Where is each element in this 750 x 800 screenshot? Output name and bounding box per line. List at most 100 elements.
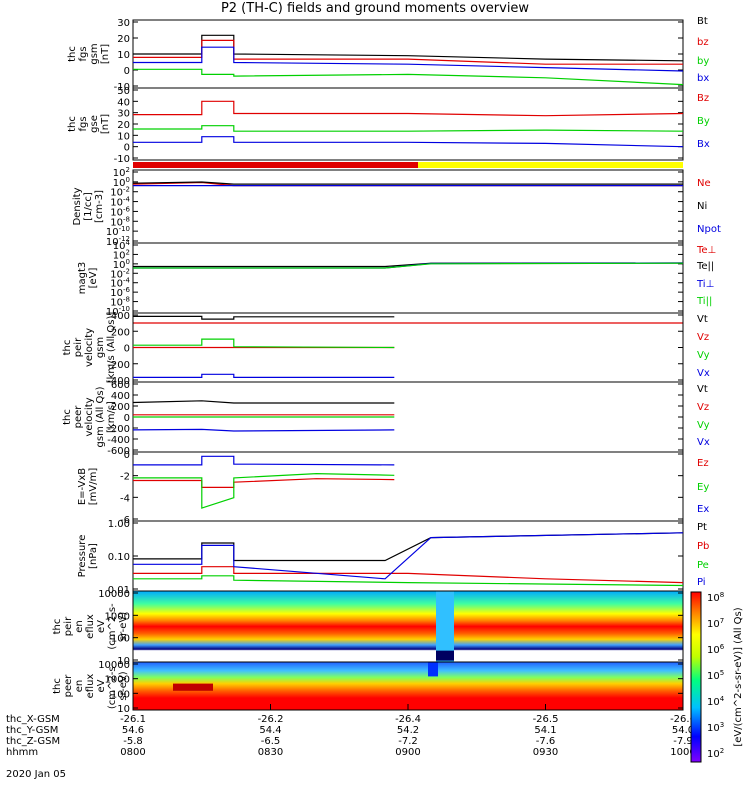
x-row-label: thc_X-GSM <box>6 714 60 725</box>
x-tick-label: 54.2 <box>397 725 419 736</box>
y-axis-label: (cm^2-s- <box>107 662 118 709</box>
colorbar-tick-label: 102 <box>707 747 724 760</box>
y-tick-label: 20 <box>117 34 130 45</box>
x-tick-label: 54.0 <box>672 725 694 736</box>
y-axis-label: peer <box>73 405 84 429</box>
series-line-Vx <box>133 373 395 378</box>
y-tick-label: 200 <box>111 327 130 338</box>
plot-title: P2 (TH-C) fields and ground moments over… <box>220 1 530 16</box>
mode-bar-segment <box>418 162 683 168</box>
colorbar-tick-label: 108 <box>707 591 724 604</box>
legend-Ex: Ex <box>697 504 709 515</box>
legend-Ti⊥: Ti⊥ <box>696 279 714 290</box>
y-tick-label: 0 <box>124 66 130 77</box>
y-axis-label: gse <box>89 115 100 133</box>
y-tick-label: 400 <box>111 311 130 322</box>
y-axis-label: thc <box>52 619 63 635</box>
panel-frame <box>132 87 684 161</box>
x-tick-label: -26.4 <box>395 714 421 725</box>
panel-frame <box>132 451 684 522</box>
x-axis-group: -26.154.6-5.80800-26.254.4-6.50830-26.45… <box>6 704 696 780</box>
mode-bar-segment <box>133 162 418 168</box>
x-tick-label: 54.6 <box>122 725 144 736</box>
y-tick-label: 0 <box>124 413 130 424</box>
series-line-Vx <box>132 428 395 432</box>
x-tick-label: -26.5 <box>533 714 559 725</box>
spectrogram-feature <box>173 683 213 691</box>
x-row-label: thc_Z-GSM <box>6 736 60 747</box>
y-tick-label: 10 <box>117 131 130 142</box>
colorbar-label: [eV/(cm^2-s-sr-eV)] (All Qs) <box>733 607 744 746</box>
y-tick-label: 1.00 <box>108 519 130 530</box>
y-axis-label: en <box>74 680 85 693</box>
y-axis-label: peir <box>73 337 84 357</box>
legend-Pb: Pb <box>697 541 709 552</box>
y-tick-label: -2 <box>120 472 130 483</box>
y-tick-label: 50 <box>117 86 130 97</box>
legend-By: By <box>697 116 710 127</box>
colorbar-tick-label: 106 <box>707 643 725 656</box>
y-tick-label: 600 <box>111 380 130 391</box>
x-tick-label: -7.6 <box>536 736 556 747</box>
series-line-Pi <box>133 532 684 580</box>
x-tick-label: -26.6 <box>670 714 696 725</box>
y-tick-label: 100 <box>111 689 130 700</box>
spectrogram <box>133 591 683 662</box>
legend-bz: bz <box>697 37 709 48</box>
y-axis-label: [eV] <box>88 268 99 289</box>
y-tick-label: 10000 <box>98 589 130 600</box>
y-tick-label: 30 <box>117 18 130 29</box>
legend-Vz: Vz <box>697 402 709 413</box>
y-tick-label: -400 <box>107 435 130 446</box>
y-axis-label: [mV/m] <box>88 468 99 506</box>
y-tick-label: 400 <box>111 391 130 402</box>
series-line-Ey <box>133 472 395 509</box>
colorbar-tick-label: 103 <box>707 721 724 734</box>
panel-frame <box>132 19 684 89</box>
y-tick-label: -200 <box>107 424 130 435</box>
y-axis-label: gsm <box>95 337 106 358</box>
series-line-Pe <box>133 575 684 587</box>
legend-Te⊥: Te⊥ <box>696 245 716 256</box>
series-line-bz <box>133 39 683 65</box>
y-axis-label: [1/cc] <box>83 192 94 221</box>
legend-Vy: Vy <box>697 350 710 361</box>
date-label: 2020 Jan 05 <box>6 769 66 780</box>
series-line-by <box>133 68 684 86</box>
colorbar-tick-label: 105 <box>707 669 724 682</box>
series-line-Vy <box>133 338 395 349</box>
legend-Pe: Pe <box>697 560 709 571</box>
series-line-By <box>133 125 684 132</box>
panel-frame <box>132 169 684 244</box>
legend-Vt: Vt <box>697 384 708 395</box>
legend-by: by <box>697 56 709 67</box>
y-tick-label: 0.01 <box>108 585 130 596</box>
series-line-bx <box>133 46 684 72</box>
y-axis-label: [nT] <box>100 44 111 64</box>
legend-Vy: Vy <box>697 420 710 431</box>
y-axis-label: fgs <box>78 46 89 61</box>
y-axis-label: thc <box>62 340 73 356</box>
y-axis-label: [km/s (All Qs)] <box>106 312 117 384</box>
y-axis-label: fgs <box>78 116 89 131</box>
legend-Ni: Ni <box>697 201 707 212</box>
x-tick-label: 1000 <box>670 747 695 758</box>
y-tick-label: 0 <box>124 450 130 461</box>
y-axis-label: eV <box>96 679 107 692</box>
x-row-label: thc_Y-GSM <box>6 725 58 736</box>
y-axis-label: eflux <box>85 614 96 639</box>
y-tick-label: 10 <box>117 50 130 61</box>
y-tick-label: 10 <box>117 704 130 715</box>
x-tick-label: -26.2 <box>258 714 284 725</box>
y-tick-label: -10 <box>114 82 130 93</box>
x-row-label: hhmm <box>6 747 38 758</box>
panel-fgs-gsm: 30 20 10 0 -10 thc fgs gsm [nT] Bt bz by bx <box>67 16 709 93</box>
y-axis-label: thc <box>67 116 78 132</box>
legend-Vx: Vx <box>697 368 710 379</box>
x-tick-label: 0800 <box>120 747 145 758</box>
colorbar: 108 107 106 105 104 103 102 [eV/(cm^2-s-sr-eV)]… <box>690 591 744 763</box>
panel-peir-eflux: 10000 1000 100 10 thc peir en eflux eV (cm^2-s-sr… <box>52 589 684 667</box>
